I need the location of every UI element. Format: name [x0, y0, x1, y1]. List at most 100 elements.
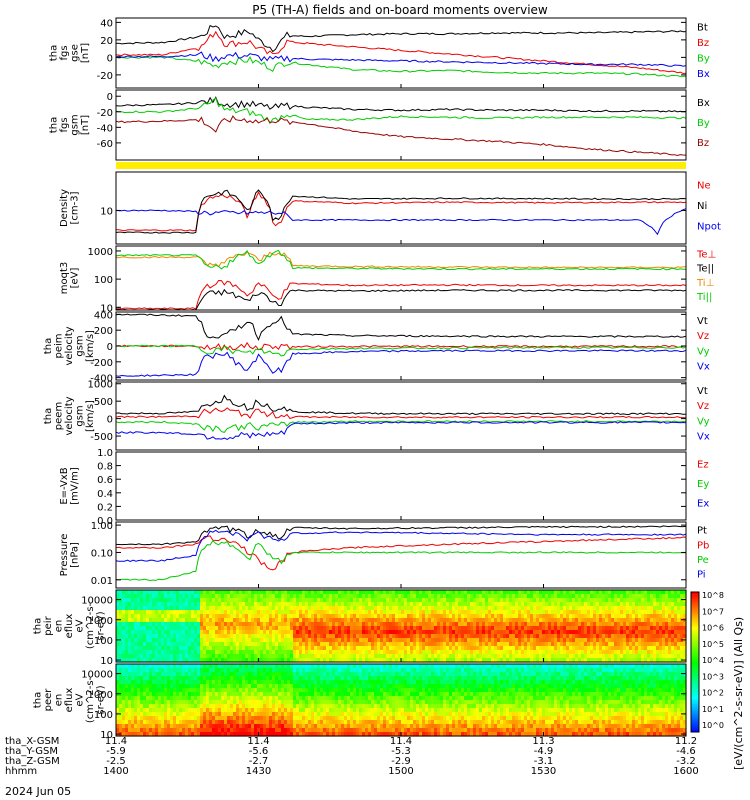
spectrogram-cell: [215, 622, 219, 627]
spectrogram-cell: [143, 680, 147, 685]
spectrogram-cell: [146, 638, 150, 643]
spectrogram-cell: [194, 712, 198, 717]
spectrogram-cell: [437, 590, 441, 595]
spectrogram-cell: [191, 646, 195, 651]
spectrogram-cell: [161, 732, 165, 737]
spectrogram-cell: [146, 712, 150, 717]
spectrogram-cell: [323, 688, 327, 693]
spectrogram-cell: [116, 594, 120, 599]
spectrogram-cell: [203, 688, 207, 693]
spectrogram-cell: [287, 664, 291, 669]
spectrogram-cell: [560, 638, 564, 643]
spectrogram-cell: [134, 646, 138, 651]
spectrogram-cell: [332, 724, 336, 729]
spectrogram-cell: [155, 696, 159, 701]
spectrogram-cell: [146, 602, 150, 607]
spectrogram-cell: [464, 642, 468, 647]
spectrogram-cell: [656, 618, 660, 623]
spectrogram-cell: [302, 658, 306, 663]
spectrogram-cell: [533, 658, 537, 663]
spectrogram-cell: [521, 626, 525, 631]
spectrogram-cell: [440, 622, 444, 627]
spectrogram-cell: [350, 658, 354, 663]
spectrogram-cell: [200, 732, 204, 737]
spectrogram-cell: [245, 654, 249, 659]
spectrogram-cell: [497, 654, 501, 659]
spectrogram-cell: [434, 622, 438, 627]
spectrogram-cell: [149, 692, 153, 697]
spectrogram-cell: [683, 634, 687, 639]
spectrogram-cell: [140, 704, 144, 709]
spectrogram-cell: [170, 618, 174, 623]
spectrogram-cell: [212, 602, 216, 607]
spectrogram-cell: [551, 658, 555, 663]
spectrogram-cell: [422, 614, 426, 619]
spectrogram-cell: [512, 618, 516, 623]
spectrogram-cell: [569, 610, 573, 615]
spectrogram-cell: [311, 590, 315, 595]
series-line-Ti||: [115, 249, 686, 271]
spectrogram-cell: [413, 618, 417, 623]
spectrogram-cell: [242, 712, 246, 717]
spectrogram-cell: [296, 610, 300, 615]
spectrogram-cell: [278, 704, 282, 709]
spectrogram-cell: [554, 618, 558, 623]
spectrogram-cell: [272, 626, 276, 631]
spectrogram-cell: [317, 708, 321, 713]
spectrogram-cell: [521, 606, 525, 611]
spectrogram-cell: [185, 606, 189, 611]
spectrogram-cell: [260, 610, 264, 615]
spectrogram-cell: [521, 602, 525, 607]
y-tick-label: -20: [97, 108, 113, 119]
spectrogram-cell: [257, 708, 261, 713]
spectrogram-cell: [275, 728, 279, 733]
spectrogram-cell: [587, 590, 591, 595]
spectrogram-cell: [158, 712, 162, 717]
spectrogram-cell: [665, 622, 669, 627]
spectrogram-cell: [191, 606, 195, 611]
spectrogram-cell: [299, 638, 303, 643]
spectrogram-cell: [215, 684, 219, 689]
spectrogram-cell: [272, 664, 276, 669]
spectrogram-cell: [215, 610, 219, 615]
spectrogram-cell: [203, 658, 207, 663]
spectrogram-cell: [530, 594, 534, 599]
spectrogram-cell: [212, 688, 216, 693]
spectrogram-cell: [332, 716, 336, 721]
spectrogram-cell: [404, 614, 408, 619]
spectrogram-cell: [329, 712, 333, 717]
spectrogram-cell: [563, 606, 567, 611]
spectrogram-cell: [221, 602, 225, 607]
spectrogram-cell: [128, 732, 132, 737]
spectrogram-cell: [146, 642, 150, 647]
spectrogram-cell: [380, 626, 384, 631]
spectrogram-cell: [269, 634, 273, 639]
spectrogram-cell: [320, 602, 324, 607]
spectrogram-cell: [308, 728, 312, 733]
spectrogram-cell: [281, 630, 285, 635]
spectrogram-cell: [464, 606, 468, 611]
spectrogram-cell: [293, 642, 297, 647]
spectrogram-cell: [143, 646, 147, 651]
spectrogram-cell: [629, 630, 633, 635]
spectrogram-cell: [257, 720, 261, 725]
spectrogram-cell: [317, 626, 321, 631]
spectrogram-cell: [557, 590, 561, 595]
spectrogram-cell: [269, 658, 273, 663]
spectrogram-cell: [677, 654, 681, 659]
spectrogram-cell: [293, 700, 297, 705]
spectrogram-cell: [131, 606, 135, 611]
spectrogram-cell: [236, 626, 240, 631]
spectrogram-cell: [503, 654, 507, 659]
spectrogram-cell: [578, 594, 582, 599]
spectrogram-cell: [629, 654, 633, 659]
spectrogram-cell: [170, 696, 174, 701]
spectrogram-cell: [323, 602, 327, 607]
spectrogram-cell: [308, 634, 312, 639]
spectrogram-cell: [230, 614, 234, 619]
spectrogram-cell: [215, 676, 219, 681]
spectrogram-cell: [188, 684, 192, 689]
spectrogram-cell: [224, 692, 228, 697]
spectrogram-cell: [311, 672, 315, 677]
spectrogram-cell: [182, 672, 186, 677]
